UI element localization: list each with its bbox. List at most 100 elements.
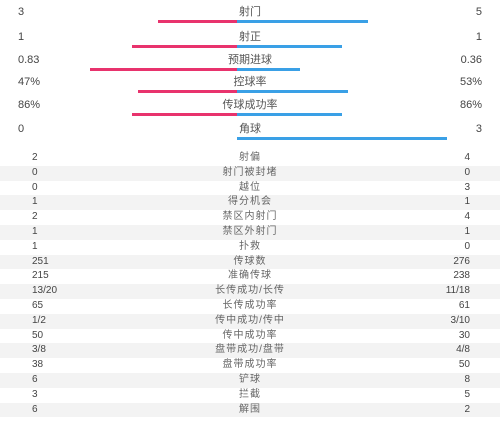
home-value: 1 bbox=[32, 226, 38, 237]
stat-label: 射偏 bbox=[239, 152, 261, 163]
away-value: 1 bbox=[464, 226, 470, 237]
stat-label: 盘带成功/盘带 bbox=[215, 344, 285, 356]
home-value: 1 bbox=[32, 240, 38, 252]
table-row: 3/8 盘带成功/盘带 4/8 bbox=[0, 343, 500, 359]
table-row: 251 传球数 276 bbox=[0, 254, 500, 270]
away-bar bbox=[237, 137, 447, 140]
home-value: 0 bbox=[18, 123, 25, 135]
away-bar bbox=[237, 20, 368, 23]
stat-label: 禁区内射门 bbox=[222, 211, 278, 223]
stat-label: 射正 bbox=[239, 31, 261, 43]
table-row: 1/2 传中成功/传中 3/10 bbox=[0, 313, 500, 329]
table-row: 1 禁区外射门 1 bbox=[0, 225, 500, 240]
summary-row: 0 角球 3 bbox=[0, 121, 500, 145]
table-row: 0 越位 3 bbox=[0, 181, 500, 196]
home-value: 1 bbox=[18, 31, 25, 43]
away-value: 53% bbox=[459, 76, 482, 88]
home-value: 251 bbox=[32, 255, 49, 267]
away-value: 3/10 bbox=[450, 314, 470, 326]
table-row: 0 射门被封堵 0 bbox=[0, 165, 500, 181]
table-row: 13/20 长传成功/长传 11/18 bbox=[0, 284, 500, 299]
away-value: 5 bbox=[464, 388, 470, 400]
stat-label: 长传成功/长传 bbox=[215, 285, 285, 297]
away-value: 2 bbox=[464, 403, 470, 415]
table-row: 6 解围 2 bbox=[0, 402, 500, 418]
stat-label: 传球成功率 bbox=[222, 99, 278, 111]
stat-label: 解围 bbox=[239, 403, 261, 415]
stat-label: 准确传球 bbox=[228, 270, 272, 282]
table-row: 6 铲球 8 bbox=[0, 373, 500, 388]
away-value: 0 bbox=[464, 166, 470, 178]
away-value: 3 bbox=[475, 123, 482, 135]
away-value: 4 bbox=[464, 152, 470, 163]
stat-label: 扑救 bbox=[239, 240, 261, 252]
home-bar bbox=[138, 90, 237, 93]
home-bar bbox=[90, 68, 237, 71]
table-row: 1 扑救 0 bbox=[0, 240, 500, 255]
stat-label: 盘带成功率 bbox=[222, 359, 278, 371]
home-value: 0.83 bbox=[18, 54, 40, 66]
summary-row: 3 射门 5 bbox=[0, 4, 500, 28]
away-value: 50 bbox=[458, 359, 470, 371]
stat-label: 控球率 bbox=[233, 76, 267, 88]
away-value: 4/8 bbox=[456, 344, 470, 356]
away-value: 4 bbox=[464, 211, 470, 223]
away-value: 11/18 bbox=[445, 285, 470, 297]
stat-label: 拦截 bbox=[239, 388, 261, 400]
away-value: 30 bbox=[458, 329, 470, 341]
away-value: 276 bbox=[453, 255, 470, 267]
away-bar bbox=[237, 45, 342, 48]
away-value: 8 bbox=[464, 374, 470, 385]
table-row: 1 得分机会 1 bbox=[0, 195, 500, 211]
stat-label: 预期进球 bbox=[228, 54, 272, 66]
home-bar bbox=[132, 45, 237, 48]
table-row: 215 准确传球 238 bbox=[0, 269, 500, 284]
stat-label: 长传成功率 bbox=[222, 300, 278, 311]
away-value: 5 bbox=[475, 6, 482, 18]
away-value: 86% bbox=[459, 99, 482, 111]
home-value: 0 bbox=[32, 166, 38, 178]
away-value: 1 bbox=[464, 196, 470, 208]
away-bar bbox=[237, 90, 348, 93]
stat-label: 越位 bbox=[239, 181, 261, 193]
home-value: 6 bbox=[32, 403, 38, 415]
home-value: 2 bbox=[32, 211, 38, 223]
home-value: 3 bbox=[32, 388, 38, 400]
home-value: 50 bbox=[32, 329, 44, 341]
summary-row: 47% 控球率 53% bbox=[0, 74, 500, 98]
stat-label: 射门被封堵 bbox=[222, 166, 278, 178]
summary-row: 1 射正 1 bbox=[0, 29, 500, 53]
away-value: 0 bbox=[464, 240, 470, 252]
home-bar bbox=[158, 20, 237, 23]
stat-label: 铲球 bbox=[239, 374, 261, 385]
stat-label: 传中成功率 bbox=[222, 329, 278, 341]
home-value: 6 bbox=[32, 374, 38, 385]
home-value: 38 bbox=[32, 359, 44, 371]
table-row: 2 禁区内射门 4 bbox=[0, 210, 500, 225]
summary-row: 86% 传球成功率 86% bbox=[0, 97, 500, 121]
away-value: 3 bbox=[464, 181, 470, 193]
away-value: 238 bbox=[453, 270, 470, 282]
table-row: 2 射偏 4 bbox=[0, 151, 500, 166]
away-value: 0.36 bbox=[460, 54, 482, 66]
home-value: 65 bbox=[32, 300, 44, 311]
home-value: 215 bbox=[32, 270, 49, 282]
home-value: 1 bbox=[32, 196, 38, 208]
away-bar bbox=[237, 113, 342, 116]
home-value: 3/8 bbox=[32, 344, 46, 356]
table-row: 50 传中成功率 30 bbox=[0, 329, 500, 344]
stat-label: 射门 bbox=[239, 6, 261, 18]
home-value: 47% bbox=[18, 76, 41, 88]
home-value: 1/2 bbox=[32, 314, 46, 326]
stat-label: 禁区外射门 bbox=[222, 226, 278, 237]
stat-label: 角球 bbox=[239, 123, 261, 135]
table-row: 38 盘带成功率 50 bbox=[0, 358, 500, 373]
table-row: 65 长传成功率 61 bbox=[0, 299, 500, 314]
home-bar bbox=[132, 113, 237, 116]
home-value: 0 bbox=[32, 181, 38, 193]
home-value: 3 bbox=[18, 6, 25, 18]
stat-label: 得分机会 bbox=[228, 196, 272, 208]
home-value: 86% bbox=[18, 99, 41, 111]
home-value: 13/20 bbox=[32, 285, 58, 297]
stat-label: 传球数 bbox=[233, 255, 267, 267]
